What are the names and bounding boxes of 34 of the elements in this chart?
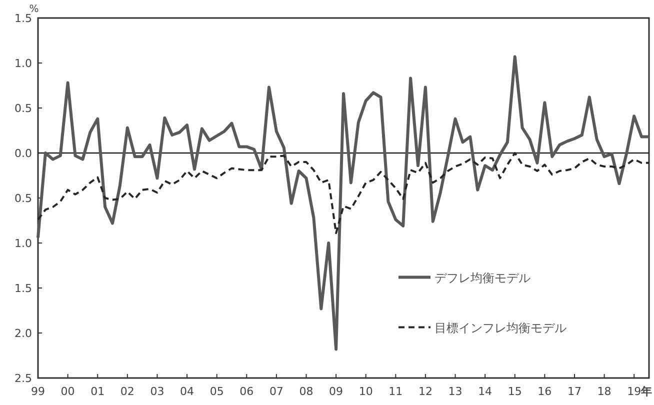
y-tick-label: 0.0 xyxy=(14,147,32,160)
x-tick-label: 99 xyxy=(31,385,45,398)
x-tick-label: 05 xyxy=(210,385,224,398)
y-tick-label: 1.0 xyxy=(14,237,32,250)
y-tick-label: 0.5 xyxy=(14,192,32,205)
x-tick-label: 06 xyxy=(240,385,254,398)
legend-label: デフレ均衡モデル xyxy=(434,271,530,286)
y-tick-label: 2.0 xyxy=(14,327,32,340)
x-tick-label: 19 xyxy=(627,385,642,398)
x-tick-label: 09 xyxy=(329,385,344,398)
x-tick-label: 15 xyxy=(508,385,522,398)
x-tick-label: 16 xyxy=(538,385,552,398)
x-axis-title: 年 xyxy=(640,385,652,398)
x-tick-label: 07 xyxy=(269,385,284,398)
y-tick-label: 1.5 xyxy=(14,282,32,295)
y-tick-label: 1.5 xyxy=(14,12,32,25)
y-axis-title: % xyxy=(29,4,39,15)
y-tick-label: 0.5 xyxy=(14,102,32,115)
x-tick-label: 08 xyxy=(299,385,314,398)
x-tick-label: 00 xyxy=(60,385,75,398)
y-tick-label: 2.5 xyxy=(14,372,32,385)
x-tick-label: 01 xyxy=(90,385,105,398)
x-tick-label: 13 xyxy=(448,385,462,398)
x-tick-label: 12 xyxy=(418,385,432,398)
x-tick-label: 17 xyxy=(567,385,582,398)
x-tick-label: 04 xyxy=(180,385,194,398)
legend-label: 目標インフレ均衡モデル xyxy=(434,321,566,336)
y-tick-label: 1.0 xyxy=(14,57,32,70)
x-tick-label: 14 xyxy=(478,385,492,398)
x-tick-label: 18 xyxy=(597,385,612,398)
x-tick-label: 10 xyxy=(358,385,373,398)
x-tick-label: 03 xyxy=(150,385,164,398)
x-tick-label: 11 xyxy=(388,385,403,398)
x-tick-label: 02 xyxy=(120,385,134,398)
